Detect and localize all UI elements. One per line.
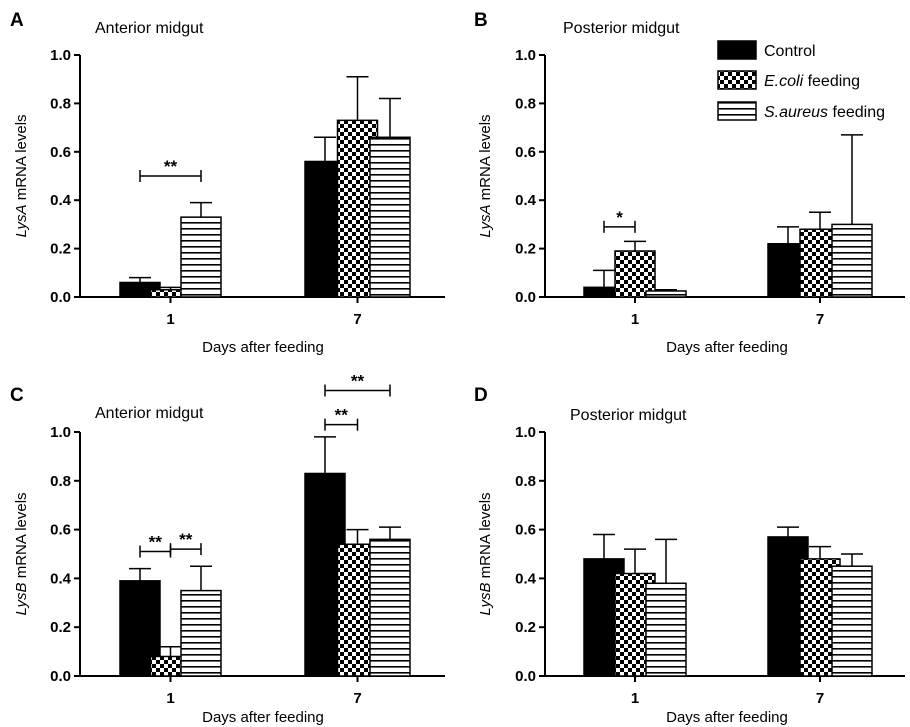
x-axis-label: Days after feeding — [202, 339, 324, 356]
significance-bracket: ** — [324, 372, 391, 397]
bar-series-2-cat-1 — [614, 250, 656, 298]
legend-swatch — [717, 40, 757, 60]
x-axis-label: Days after feeding — [666, 339, 788, 356]
legend-item-2: E.coli feeding — [717, 70, 860, 90]
x-category-label: 1 — [166, 690, 174, 707]
legend-label-text: Control — [764, 43, 816, 60]
panel-letter: A — [10, 10, 24, 31]
legend-item-3: S.aureus feeding — [717, 101, 885, 121]
y-tick-label: 0.0 — [50, 289, 71, 306]
y-tick-label: 0.4 — [515, 570, 537, 587]
y-tick-label: 0.2 — [515, 619, 536, 636]
x-axis-label: Days after feeding — [666, 709, 788, 726]
y-tick-label: 0.0 — [515, 668, 536, 685]
x-category-label: 7 — [353, 690, 361, 707]
y-tick-label: 0.6 — [50, 144, 71, 161]
x-category-label: 1 — [166, 311, 174, 328]
bar-series-3-cat-1 — [645, 582, 687, 677]
significance-label: ** — [149, 533, 163, 552]
panel-letter: C — [10, 385, 24, 406]
legend-label-text: feeding — [803, 73, 860, 90]
legend-label-organism: S.aureus — [764, 104, 828, 121]
x-category-label: 1 — [631, 311, 639, 328]
y-tick-label: 0.4 — [50, 192, 72, 209]
legend-label-organism: E.coli — [764, 73, 804, 90]
y-tick-label: 0.2 — [50, 619, 71, 636]
bar-series-3-cat-7 — [369, 538, 411, 677]
significance-bracket: ** — [324, 406, 359, 431]
y-axis-label-gene: LysB — [13, 582, 30, 615]
legend-label-text: feeding — [828, 104, 885, 121]
legend-label: E.coli feeding — [764, 73, 860, 90]
panel-letter: B — [474, 10, 488, 31]
bar-series-3-cat-1 — [180, 216, 222, 298]
significance-bracket: ** — [139, 157, 202, 182]
significance-label: ** — [351, 372, 365, 391]
bar-series-3-cat-7 — [369, 136, 411, 298]
significance-label: ** — [179, 530, 193, 549]
significance-bracket: ** — [169, 530, 202, 556]
x-category-label: 1 — [631, 690, 639, 707]
x-category-label: 7 — [816, 690, 824, 707]
y-tick-label: 0.8 — [515, 95, 536, 112]
significance-label: ** — [164, 157, 178, 176]
panel-title: Posterior midgut — [570, 407, 687, 424]
y-tick-label: 0.8 — [50, 95, 71, 112]
y-tick-label: 1.0 — [50, 47, 71, 64]
y-axis-label: LysB mRNA levels — [13, 492, 30, 615]
legend-item-1: Control — [717, 40, 816, 60]
bar-series-3-cat-1 — [645, 290, 687, 298]
bar-series-3-cat-7 — [831, 223, 873, 298]
y-tick-label: 1.0 — [515, 424, 536, 441]
y-axis-label: LysA mRNA levels — [13, 114, 30, 237]
panel-title: Anterior midgut — [95, 20, 204, 37]
y-tick-label: 0.0 — [515, 289, 536, 306]
bar-series-3-cat-7 — [831, 565, 873, 677]
legend-label: S.aureus feeding — [764, 104, 885, 121]
y-axis-label-text: mRNA levels — [13, 114, 30, 204]
y-tick-label: 1.0 — [515, 47, 536, 64]
x-category-label: 7 — [816, 311, 824, 328]
y-axis-label: LysA mRNA levels — [477, 114, 494, 237]
panel-title: Posterior midgut — [563, 20, 680, 37]
significance-bracket: ** — [139, 533, 172, 558]
y-tick-label: 0.6 — [515, 144, 536, 161]
y-axis-label-text: mRNA levels — [477, 114, 494, 204]
significance-label: * — [616, 208, 623, 227]
x-category-label: 7 — [353, 311, 361, 328]
y-axis-label-gene: LysA — [13, 204, 30, 237]
legend-swatch — [717, 101, 757, 121]
legend-label: Control — [764, 43, 816, 60]
y-axis-label-gene: LysB — [477, 582, 494, 615]
chart-panel-b: B Posterior midgut 0.0 0.2 0.4 0.6 0.8 1.0 LysA … — [474, 10, 905, 356]
significance-bracket: * — [603, 208, 636, 233]
y-axis-label-text: mRNA levels — [477, 492, 494, 582]
significance-label: ** — [335, 406, 349, 425]
y-axis-label: LysB mRNA levels — [477, 492, 494, 615]
y-tick-label: 0.6 — [515, 522, 536, 539]
y-tick-label: 0.0 — [50, 668, 71, 685]
y-axis-label-text: mRNA levels — [13, 492, 30, 582]
y-tick-label: 0.4 — [515, 192, 537, 209]
chart-panel-c: C Anterior midgut 0.0 0.2 0.4 0.6 0.8 1.0 LysB m… — [10, 372, 445, 726]
panel-letter: D — [474, 385, 488, 406]
y-tick-label: 0.8 — [515, 473, 536, 490]
y-tick-label: 0.2 — [515, 241, 536, 258]
chart-panel-a: A Anterior midgut 0.0 0.2 0.4 0.6 0.8 1.0 LysA m… — [10, 10, 445, 356]
x-axis-label: Days after feeding — [202, 709, 324, 726]
y-axis-label-gene: LysA — [477, 204, 494, 237]
chart-panel-d: D Posterior midgut 0.0 0.2 0.4 0.6 0.8 1.0 LysB … — [474, 385, 905, 726]
panel-title: Anterior midgut — [95, 405, 204, 422]
legend-swatch — [717, 70, 757, 90]
y-tick-label: 1.0 — [50, 424, 71, 441]
y-tick-label: 0.6 — [50, 522, 71, 539]
y-tick-label: 0.8 — [50, 473, 71, 490]
y-tick-label: 0.4 — [50, 570, 72, 587]
bar-series-3-cat-1 — [180, 589, 222, 677]
y-tick-label: 0.2 — [50, 241, 71, 258]
